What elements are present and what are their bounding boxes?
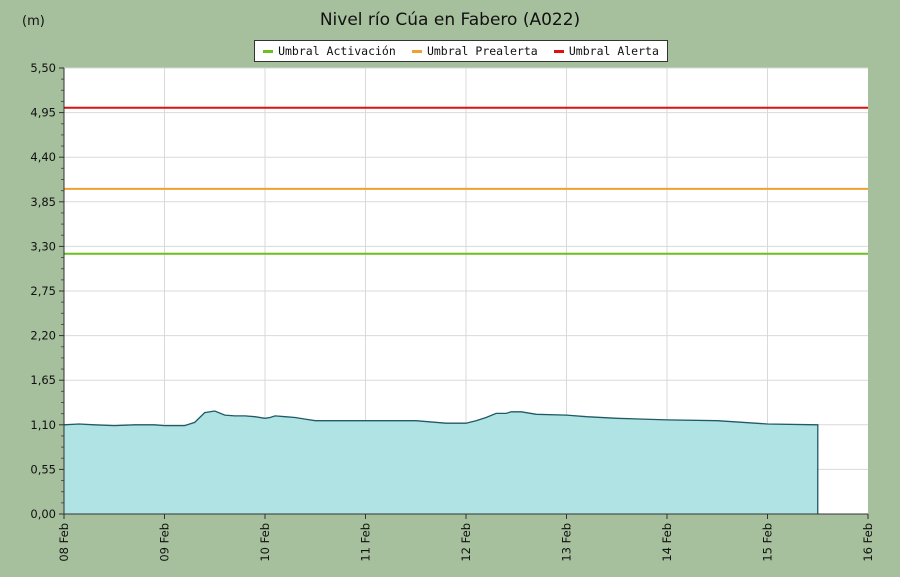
axes: 0,00 0,55 1,10 1,65 2,20 2,75 3,30 3,85 4,40 4,95… <box>30 61 875 562</box>
legend-item-alerta: Umbral Alerta <box>553 44 659 58</box>
threshold-lines <box>64 106 868 255</box>
y-tick-label: 4,40 <box>30 150 56 164</box>
x-tick-label: 13 Feb <box>560 523 574 562</box>
level-line <box>63 410 819 515</box>
y-tick-label: 1,10 <box>30 418 56 432</box>
chart-title: Nivel río Cúa en Fabero (A022) <box>319 10 581 30</box>
y-tick-label: 3,85 <box>30 195 56 209</box>
legend: Umbral Activación Umbral Prealerta Umbra… <box>254 40 668 62</box>
x-tick-label: 16 Feb <box>861 523 875 562</box>
legend-swatch <box>411 49 422 53</box>
y-tick-label: 0,55 <box>30 462 56 476</box>
legend-label: Umbral Prealerta <box>426 44 538 58</box>
x-tick-label: 11 Feb <box>359 523 373 562</box>
level-area <box>64 411 818 514</box>
y-tick-label: 5,50 <box>30 61 56 75</box>
x-tick-label: 12 Feb <box>459 523 473 562</box>
y-unit-label: (m) <box>22 14 45 29</box>
legend-item-activacion: Umbral Activación <box>263 44 396 58</box>
legend-label: Umbral Activación <box>278 44 396 58</box>
y-tick-label: 4,95 <box>30 106 56 120</box>
y-tick-label: 3,30 <box>30 239 56 253</box>
y-tick-label: 0,00 <box>30 507 56 521</box>
x-tick-label: 10 Feb <box>258 523 272 562</box>
legend-item-prealerta: Umbral Prealerta <box>411 44 538 58</box>
x-tick-label: 15 Feb <box>761 523 775 562</box>
x-tick-label: 08 Feb <box>57 523 71 562</box>
legend-swatch <box>553 49 564 53</box>
y-tick-label: 2,75 <box>30 284 56 298</box>
legend-swatch <box>263 49 274 53</box>
y-tick-label: 1,65 <box>30 373 56 387</box>
y-tick-label: 2,20 <box>30 329 56 343</box>
series-layer <box>63 410 819 515</box>
x-tick-label: 14 Feb <box>660 523 674 562</box>
legend-label: Umbral Alerta <box>568 44 659 58</box>
x-tick-label: 09 Feb <box>158 523 172 562</box>
